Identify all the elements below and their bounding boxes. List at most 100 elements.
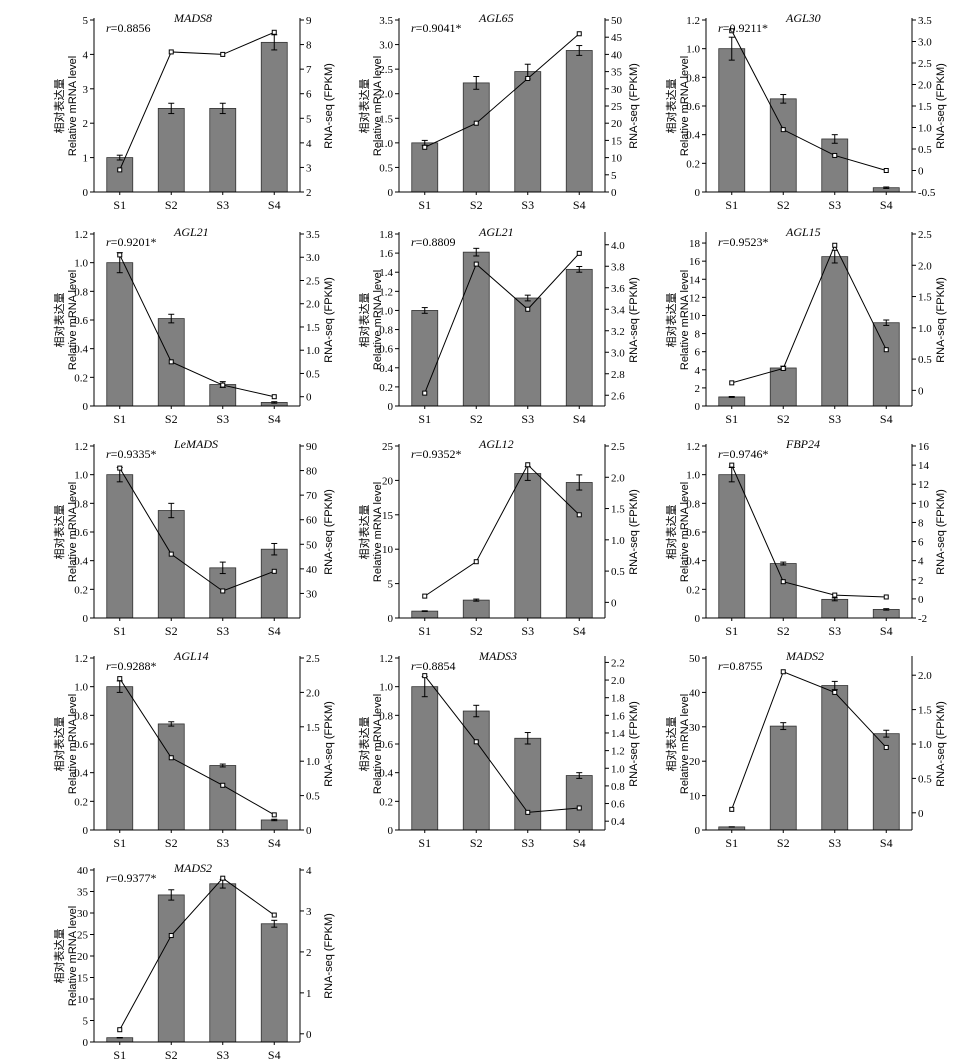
left-tick-label: 5 [388,579,394,591]
rnaseq-point-s3 [221,783,225,787]
x-tick-label: S3 [828,836,841,850]
left-tick-label: 2 [83,118,89,130]
rnaseq-point-s4 [577,251,581,255]
rnaseq-line [120,468,275,591]
bar-s3 [515,738,541,830]
rnaseq-point-s3 [833,243,837,247]
bar-s4 [566,50,592,192]
left-tick-label: 0 [388,613,394,625]
right-tick-label: 0 [918,808,924,820]
bar-s4 [261,42,287,192]
bar-s2 [463,83,489,192]
rnaseq-point-s2 [781,128,785,132]
bar-s1 [412,611,438,618]
bar-s4 [261,549,287,618]
rnaseq-point-s4 [272,30,276,34]
left-axis-title-en: Relative mRNA level [679,482,691,582]
bar-s2 [463,252,489,406]
left-tick-label: 1.2 [686,15,700,27]
bar-s4 [261,924,287,1042]
r-value: r=0.8809 [411,235,455,249]
x-tick-label: S1 [725,198,738,212]
bar-s2 [770,564,796,618]
x-tick-label: S2 [470,198,483,212]
right-tick-label: 0.5 [918,144,932,156]
left-tick-label: 2 [695,383,701,395]
rnaseq-point-s1 [118,1028,122,1032]
bar-s4 [566,776,592,830]
x-tick-label: S4 [573,412,586,426]
right-tick-label: 1.0 [918,739,932,751]
rnaseq-point-s1 [423,145,427,149]
r-value: r=0.9523* [718,235,768,249]
right-tick-label: 2 [918,575,924,587]
left-tick-label: 0 [83,187,89,199]
right-axis-title: RNA-seq (FPKM) [935,489,947,575]
bar-s2 [463,711,489,830]
x-tick-label: S3 [828,624,841,638]
left-tick-label: 18 [689,238,701,250]
right-tick-label: 0 [918,385,924,397]
left-tick-label: 35 [77,887,89,899]
rnaseq-point-s4 [272,913,276,917]
left-tick-label: 4 [695,365,701,377]
x-tick-label: S4 [880,198,893,212]
right-tick-label: 8 [918,517,924,529]
right-tick-label: 1.0 [918,123,932,135]
rnaseq-point-s2 [474,560,478,564]
x-tick-label: S3 [216,412,229,426]
rnaseq-point-s3 [526,76,530,80]
rnaseq-point-s4 [884,595,888,599]
rnaseq-point-s3 [221,383,225,387]
right-tick-label: 12 [918,479,929,491]
left-tick-label: 0 [388,825,394,837]
rnaseq-point-s1 [730,381,734,385]
rnaseq-line [120,255,275,397]
x-tick-label: S2 [165,624,178,638]
x-tick-label: S3 [521,412,534,426]
right-tick-label: 16 [918,441,930,453]
rnaseq-point-s3 [221,52,225,56]
bar-s1 [107,263,133,406]
rnaseq-point-s4 [884,348,888,352]
r-value: r=0.8755 [718,659,762,673]
bar-s3 [515,72,541,192]
x-tick-label: S4 [880,412,893,426]
x-tick-label: S4 [573,624,586,638]
bar-s3 [210,108,236,192]
right-tick-label: 3.5 [918,15,932,27]
left-axis-title-en: Relative mRNA level [372,482,384,582]
right-tick-label: 2.5 [918,229,932,241]
left-axis-title-cn: 相对表达量 [52,293,66,348]
right-tick-label: 1.5 [918,101,932,113]
rnaseq-point-s2 [781,580,785,584]
bar-s1 [412,143,438,192]
bar-s2 [770,368,796,406]
left-tick-label: 1.0 [686,44,700,56]
rnaseq-point-s3 [833,690,837,694]
right-tick-label: -0.5 [918,187,936,199]
left-axis-title-cn: 相对表达量 [664,293,678,348]
rnaseq-point-s1 [118,253,122,257]
gene-name: AGL15 [785,225,821,239]
right-tick-label: 6 [918,537,924,549]
rnaseq-point-s4 [577,513,581,517]
x-tick-label: S1 [725,836,738,850]
x-tick-label: S4 [268,198,281,212]
right-tick-label: 3 [306,906,312,918]
left-tick-label: 16 [689,256,701,268]
left-tick-label: 0 [83,401,89,413]
gene-name: AGL21 [478,225,514,239]
x-tick-label: S2 [165,836,178,850]
rnaseq-point-s3 [221,589,225,593]
rnaseq-point-s3 [833,153,837,157]
